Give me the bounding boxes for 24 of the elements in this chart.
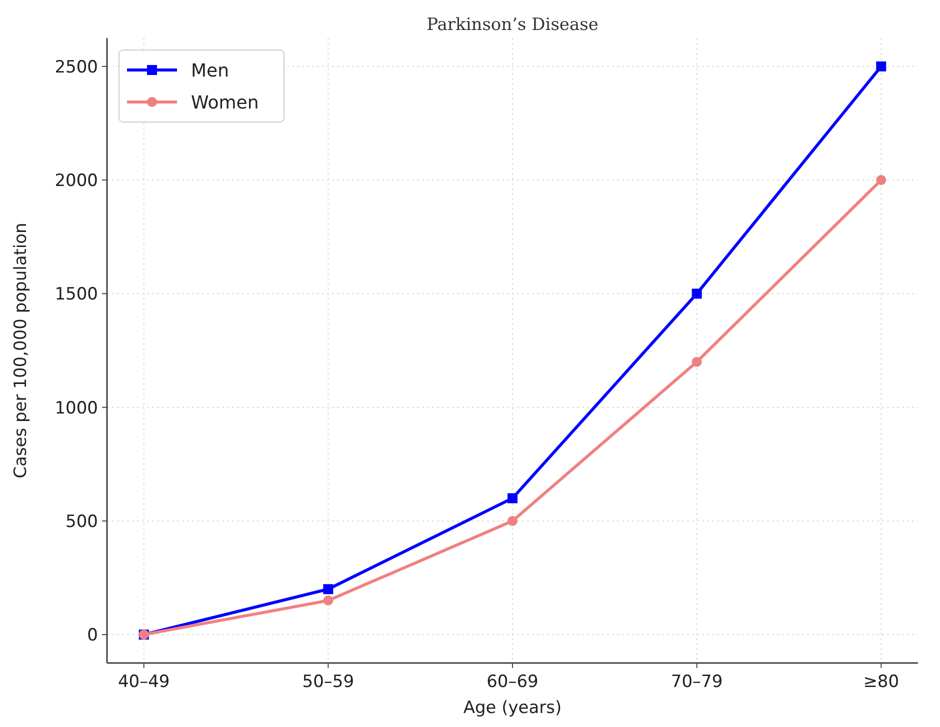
point — [323, 596, 334, 606]
legend-label: Women — [191, 92, 259, 114]
y-tick-label: 2500 — [54, 57, 98, 78]
legend-label: Men — [191, 60, 230, 82]
y-tick-label: 500 — [66, 512, 98, 532]
y-tick-label: 1000 — [54, 398, 98, 418]
point — [876, 61, 886, 72]
x-tick-label: 40–49 — [118, 672, 170, 692]
point — [692, 288, 702, 299]
y-tick-label: 2000 — [54, 170, 98, 191]
x-tick-label: ≥80 — [863, 672, 900, 692]
y-tick-label: 1500 — [54, 284, 98, 305]
point — [508, 493, 518, 504]
point — [323, 584, 334, 594]
y-tick-label: 0 — [87, 626, 98, 646]
point — [876, 175, 886, 186]
chart-title: Parkinson’s Disease — [426, 15, 598, 35]
x-tick-label: 50–59 — [302, 672, 354, 692]
x-tick-label: 60–69 — [486, 672, 538, 692]
x-tick-label: 70–79 — [670, 672, 723, 692]
point — [508, 516, 518, 526]
y-axis-title: Cases per 100,000 population — [11, 222, 31, 478]
x-axis-title: Age (years) — [463, 698, 562, 718]
point — [692, 356, 702, 367]
